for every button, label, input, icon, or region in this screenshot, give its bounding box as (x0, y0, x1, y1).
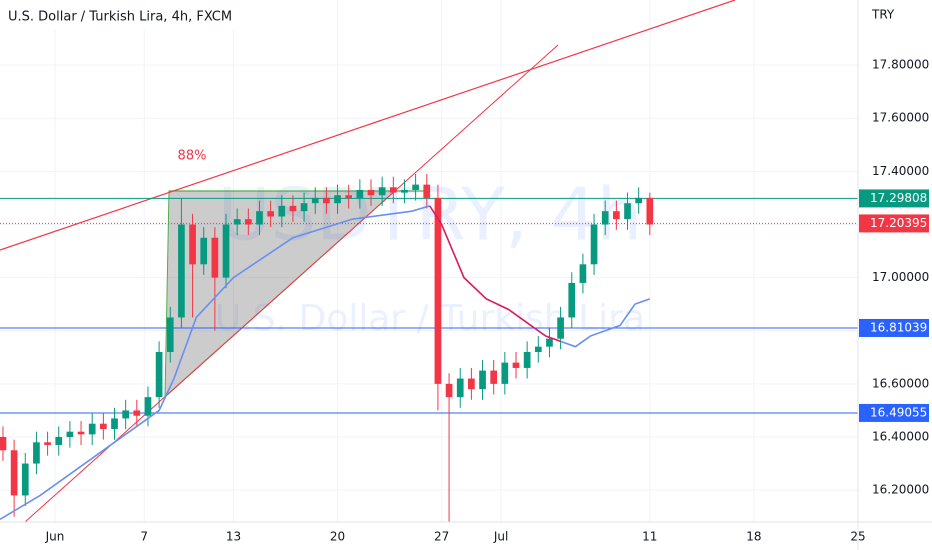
candle-body (55, 436, 63, 445)
y-tick-label: 17.40000 (872, 164, 929, 178)
candle-body (77, 431, 85, 435)
price-label-bg (859, 318, 929, 337)
candle-body (0, 436, 7, 451)
x-tick-label: 18 (746, 530, 761, 544)
indicator-line (429, 205, 561, 343)
candle-body (21, 463, 29, 496)
candle-body (244, 219, 252, 225)
candle-body (133, 410, 141, 416)
candle-body (66, 431, 74, 437)
candle-body (624, 203, 631, 220)
candle-body (222, 224, 230, 278)
candle-body (546, 338, 553, 347)
candle-body (445, 383, 453, 398)
y-tick-label: 17.00000 (872, 270, 929, 284)
candle-body (434, 197, 442, 384)
candle-body (233, 219, 241, 225)
candle-body (534, 346, 542, 352)
indicator-line (560, 298, 651, 348)
candle-body (44, 442, 51, 445)
candle-body (256, 211, 263, 225)
candle-body (178, 224, 185, 318)
candle-body (468, 378, 475, 390)
y-tick-label: 17.80000 (872, 58, 929, 72)
price-label: 16.49055 (870, 405, 927, 419)
y-tick-label: 16.20000 (872, 483, 929, 497)
candle-body (155, 351, 163, 398)
candle-body (334, 195, 341, 204)
trend-line (0, 0, 736, 251)
x-tick-label: 11 (642, 530, 657, 544)
drawings (0, 0, 736, 522)
candle-body (601, 211, 609, 225)
x-tick-label: Jun (45, 530, 65, 544)
price-label: 17.29808 (870, 191, 927, 205)
price-label-bg (859, 214, 929, 233)
price-label: 16.81039 (870, 320, 927, 334)
candle-body (166, 317, 174, 352)
chart-title: U.S. Dollar / Turkish Lira, 4h, FXCM (8, 10, 232, 25)
candle-body (401, 189, 408, 193)
x-tick-label: 13 (226, 530, 241, 544)
x-tick-label: Jul (493, 530, 508, 544)
candle-body (144, 397, 152, 416)
candle-body (479, 370, 486, 390)
candle-body (289, 205, 297, 212)
candle-body (211, 237, 219, 278)
candle-body (557, 317, 564, 339)
candle-body (590, 224, 598, 265)
candle-body (635, 197, 643, 204)
price-label-bg (859, 403, 929, 422)
candle-body (278, 205, 286, 217)
candle-body (111, 418, 118, 430)
candle-body (33, 442, 40, 464)
candle-body (579, 264, 587, 283)
trend-line (24, 44, 559, 522)
candle-body (200, 237, 208, 265)
candle-body (311, 197, 319, 204)
price-label-bg (859, 189, 929, 208)
candle-body (512, 362, 520, 368)
candle-body (568, 282, 576, 318)
candle-body (300, 203, 308, 212)
y-tick-label: 16.60000 (872, 376, 929, 390)
candle-body (490, 370, 498, 384)
candle-body (423, 184, 431, 198)
x-tick-label: 7 (140, 530, 148, 544)
candle-body (189, 224, 196, 265)
candle-body (100, 423, 107, 430)
x-tick-label: 25 (850, 530, 865, 544)
axis-unit: TRY (871, 8, 895, 22)
candle-body (367, 189, 375, 196)
candle-body (501, 362, 509, 384)
candle-body (412, 184, 419, 190)
x-tick-label: 20 (330, 530, 345, 544)
watermark-description: U.S. Dollar / Turkish Lira (215, 298, 645, 339)
candle-body (345, 195, 353, 198)
annotation: 88% (178, 149, 207, 164)
candle-body (267, 211, 274, 217)
candle-body (378, 187, 386, 196)
candle-body (88, 423, 96, 435)
y-tick-label: 17.60000 (872, 111, 929, 125)
x-tick-label: 27 (434, 530, 449, 544)
y-tick-label: 16.40000 (872, 429, 929, 443)
candle-body (389, 187, 397, 193)
candle-body (613, 211, 620, 220)
candle-body (356, 189, 364, 198)
title-bg (0, 0, 260, 30)
price-label: 17.20395 (870, 216, 927, 230)
candle-body (122, 410, 129, 419)
candle-body (646, 197, 654, 225)
candle-body (523, 351, 531, 368)
candle-body (456, 378, 464, 398)
candle-body (323, 197, 330, 204)
indicator-line (0, 205, 430, 521)
candle-body (10, 450, 18, 496)
